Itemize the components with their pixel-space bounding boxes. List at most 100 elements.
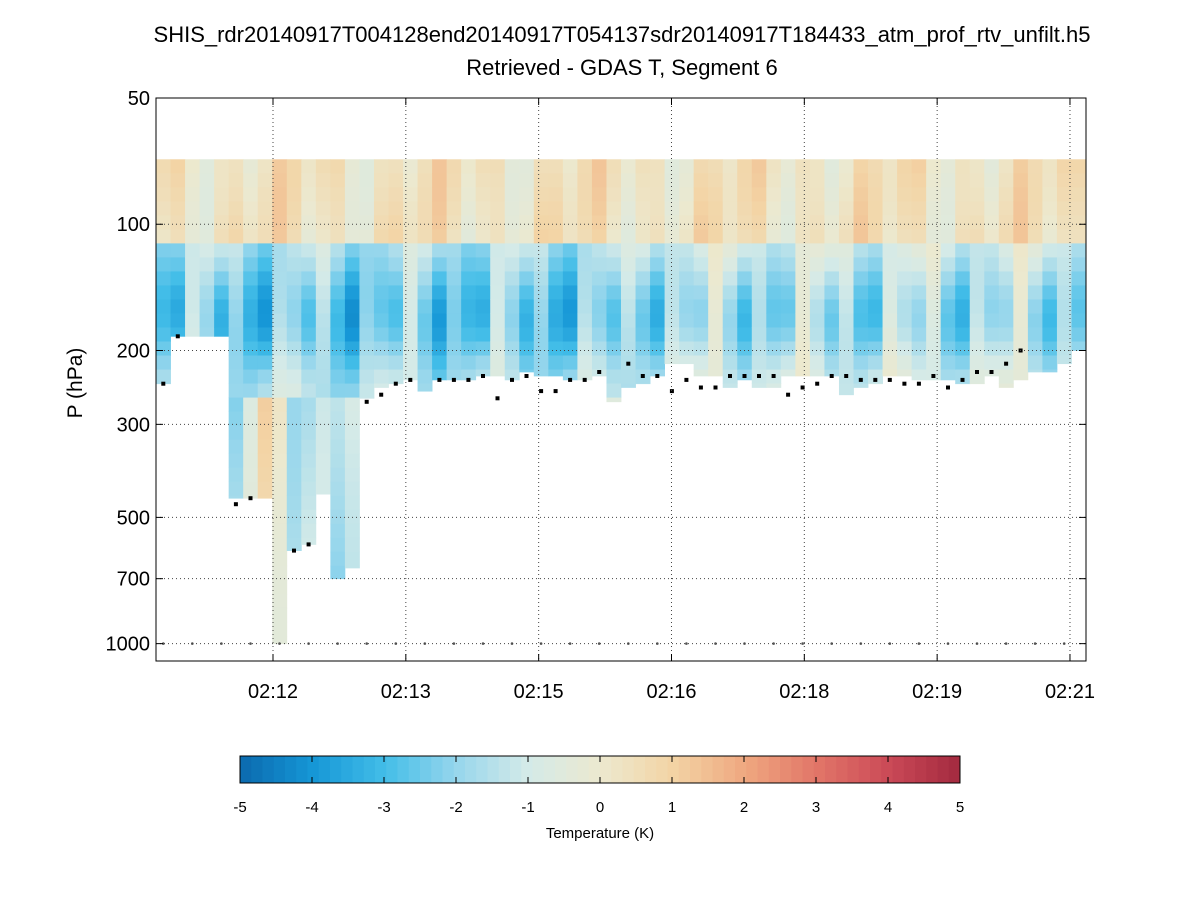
heat-cell bbox=[1042, 215, 1058, 230]
heat-cell bbox=[432, 327, 448, 342]
heat-cell bbox=[838, 173, 854, 188]
heat-cell bbox=[1071, 159, 1087, 174]
heat-cell bbox=[272, 439, 288, 455]
y-tick-label: 700 bbox=[117, 569, 150, 591]
heat-cell bbox=[998, 369, 1014, 384]
heat-cell bbox=[461, 285, 477, 300]
heat-cell bbox=[330, 495, 346, 511]
heat-cell bbox=[257, 481, 273, 497]
heat-cell bbox=[446, 285, 462, 300]
heat-cell bbox=[693, 229, 709, 244]
surface-marker bbox=[800, 385, 805, 390]
heat-cell bbox=[344, 341, 360, 356]
heat-cell bbox=[199, 327, 215, 337]
heat-cell bbox=[359, 243, 375, 258]
heat-cell bbox=[286, 285, 302, 300]
heat-cell bbox=[373, 285, 389, 300]
heat-cell bbox=[243, 187, 259, 202]
heat-cell bbox=[417, 299, 433, 314]
heat-cell bbox=[228, 495, 244, 499]
x-tick-label: 02:18 bbox=[779, 681, 829, 703]
heat-cell bbox=[562, 229, 578, 244]
heat-cell bbox=[519, 229, 535, 244]
heat-cell bbox=[1071, 215, 1087, 230]
ground-marker bbox=[597, 642, 601, 645]
heat-cell bbox=[809, 299, 825, 314]
heat-cell bbox=[868, 327, 883, 342]
heat-cell bbox=[272, 509, 288, 525]
surface-marker bbox=[655, 374, 660, 378]
heat-cell bbox=[359, 341, 375, 356]
heat-cell bbox=[533, 159, 549, 174]
heat-cell bbox=[984, 173, 1000, 188]
heat-cell bbox=[199, 187, 215, 202]
heat-cell bbox=[417, 327, 433, 342]
heat-cell bbox=[446, 257, 462, 272]
heat-cell bbox=[417, 159, 433, 174]
heat-cell bbox=[156, 257, 171, 272]
heat-cell bbox=[882, 313, 898, 328]
heat-cell bbox=[344, 411, 360, 427]
heat-cell bbox=[984, 341, 1000, 356]
heat-cell bbox=[1013, 271, 1029, 286]
colorbar-swatch bbox=[611, 756, 623, 783]
heat-cell bbox=[475, 229, 491, 244]
heat-cell bbox=[897, 327, 913, 342]
heat-cell bbox=[388, 271, 404, 286]
heat-cell bbox=[344, 215, 360, 230]
heat-cell bbox=[243, 313, 259, 328]
heat-cell bbox=[301, 327, 317, 342]
heat-cell bbox=[606, 355, 622, 370]
colorbar-tick-label: 5 bbox=[956, 799, 964, 816]
heat-cell bbox=[185, 285, 200, 300]
heat-cell bbox=[635, 327, 651, 342]
heat-cell bbox=[1013, 355, 1029, 370]
heat-cell bbox=[243, 229, 259, 244]
heat-cell bbox=[388, 187, 404, 202]
heat-cell bbox=[344, 299, 360, 314]
heat-cell bbox=[1042, 173, 1058, 188]
heat-cell bbox=[359, 369, 375, 384]
surface-marker bbox=[713, 385, 718, 390]
heat-cell bbox=[461, 257, 477, 272]
heat-cell bbox=[751, 159, 767, 174]
colorbar-swatch bbox=[273, 756, 286, 783]
heat-cell bbox=[853, 229, 869, 244]
heat-cell bbox=[228, 453, 244, 469]
heat-cell bbox=[606, 271, 622, 286]
heat-cell bbox=[330, 299, 346, 314]
heat-cell bbox=[490, 229, 506, 244]
heat-cell bbox=[853, 327, 869, 342]
heat-cell bbox=[1071, 285, 1087, 300]
colorbar-swatch bbox=[330, 756, 342, 783]
heat-cell bbox=[243, 383, 259, 398]
heat-cell bbox=[926, 327, 942, 342]
heat-cell bbox=[417, 215, 433, 230]
heat-cell bbox=[257, 215, 273, 230]
heat-cell bbox=[344, 495, 360, 511]
heat-cell bbox=[286, 229, 302, 244]
heat-cell bbox=[490, 201, 506, 216]
colorbar-tick-label: -2 bbox=[449, 799, 462, 816]
heat-cell bbox=[897, 341, 913, 356]
heat-cell bbox=[301, 467, 317, 483]
heat-cell bbox=[156, 187, 171, 202]
heat-cell bbox=[591, 187, 607, 202]
heat-cell bbox=[214, 313, 230, 328]
heat-cell bbox=[403, 201, 418, 216]
heat-cell bbox=[1042, 341, 1058, 356]
heat-cell bbox=[257, 397, 273, 412]
heat-cell bbox=[591, 341, 607, 356]
heat-cell bbox=[650, 299, 665, 314]
heat-cell bbox=[156, 215, 171, 230]
colorbar-swatch bbox=[735, 756, 747, 783]
heat-cell bbox=[621, 299, 636, 314]
surface-marker bbox=[539, 389, 544, 394]
heat-cell bbox=[838, 187, 854, 202]
heat-cell bbox=[432, 285, 448, 300]
heat-cell bbox=[446, 271, 462, 286]
heat-cell bbox=[1042, 271, 1058, 286]
colorbar-ticks: -5 -4 -3 -2 -1 0 1 2 3 4 5 bbox=[233, 756, 964, 816]
heat-cell bbox=[679, 327, 695, 342]
heat-cell bbox=[969, 257, 985, 272]
